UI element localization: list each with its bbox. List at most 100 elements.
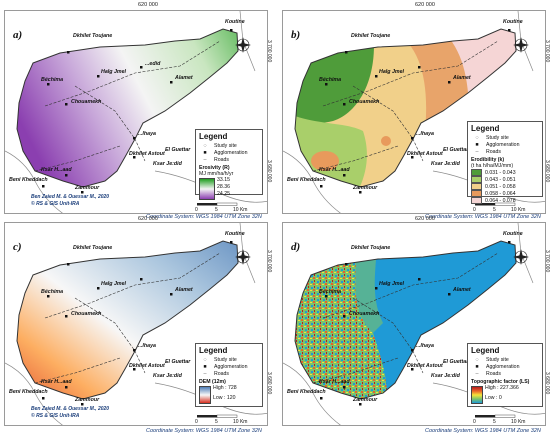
place-beni: Beni Kheddach xyxy=(9,177,48,183)
place-hdada: Ksar H...aad xyxy=(41,167,72,173)
scale-b-10: 10 Km xyxy=(511,207,526,213)
study-site-icon: ◌ xyxy=(475,356,479,363)
place-chouamekh-d: Chouamekh xyxy=(349,311,380,317)
place-amamet-c: Alamet xyxy=(175,287,193,293)
legend-c-title: Legend xyxy=(199,346,228,355)
place-zammour-c: Zammour xyxy=(75,397,100,403)
legend-a-v2: 28.36 xyxy=(217,184,230,190)
place-hdada-b: Ksar H...aad xyxy=(319,167,350,173)
scale-bar-c xyxy=(197,414,238,418)
place-zammour: Zammour xyxy=(75,185,100,191)
easting-label-a: 620 000 xyxy=(138,2,158,8)
legend-d-var-title: Topographic factor (LS) xyxy=(471,379,530,385)
place-beni-c: Beni Kheddach xyxy=(9,389,48,395)
scale-bar-a xyxy=(197,202,238,206)
legend-d-roads-label: Roads xyxy=(486,370,501,377)
place-guettar-c: El Guettar xyxy=(165,359,191,365)
panel-a-label: a) xyxy=(13,29,23,41)
map-panel-c: c) Koutine Dkhilet Toujane Halg Jmel Béc… xyxy=(4,222,268,426)
scale-c-5: 5 xyxy=(215,419,218,425)
swatch-3 xyxy=(471,183,482,190)
place-ksarjedid-c: Ksar Je:did xyxy=(153,373,182,379)
legend-b-class-2-label: 0.043 - 0.051 xyxy=(485,176,516,183)
place-dkhilet-b: Dkhilet Toujane xyxy=(351,33,391,39)
scale-b-0: 0 xyxy=(473,207,476,213)
road-icon: ┄ xyxy=(203,156,207,163)
legend-b-roads: ┄ Roads xyxy=(471,148,539,155)
legend-b-agglo: ■ Agglomeration xyxy=(471,141,539,148)
place-chouamekh-b: Chouamekh xyxy=(349,99,380,105)
place-halg-c: Halg Jmel xyxy=(101,281,127,287)
scale-c-10: 10 Km xyxy=(233,419,248,425)
scale-d-5: 5 xyxy=(493,419,496,425)
legend-b-var-unit: (t ha h/ha/MJ/mm) xyxy=(471,163,514,169)
place-bechima-b: Béchima xyxy=(319,77,342,83)
place-amamet-b: Alamet xyxy=(453,75,471,81)
legend-a-v3: 24.25 xyxy=(217,191,230,197)
road-icon: ┄ xyxy=(203,370,207,377)
place-beni-b: Beni Kheddach xyxy=(287,177,326,183)
ls-ramp xyxy=(471,386,483,404)
credit-c-line2: © RS & GIS Unit-IRA xyxy=(31,412,80,419)
legend-b-class-1: 0.031 - 0.043 xyxy=(471,169,539,176)
legend-c-study: ◌ Study site xyxy=(199,356,259,363)
place-zammour-d: Zammour xyxy=(353,397,378,403)
legend-a-var-unit: MJ mm/ha/h/yr xyxy=(199,171,234,177)
coordinate-system-d: Coordinate System: WGS 1984 UTM Zone 32N xyxy=(425,428,541,434)
dem-ramp xyxy=(199,386,211,404)
place-astout-b: Dkhilet Astout xyxy=(407,151,443,157)
legend-d-roads: ┄ Roads xyxy=(471,370,539,377)
north-arrow-c xyxy=(235,249,251,265)
scale-bar-d xyxy=(475,414,516,418)
legend-a-study-label: Study site xyxy=(214,142,237,149)
legend-d-low: Low : 0 xyxy=(485,395,502,401)
swatch-5 xyxy=(471,197,482,204)
coordinate-system-c: Coordinate System: WGS 1984 UTM Zone 32N xyxy=(146,428,262,434)
map-panel-d: d) Koutine Dkhilet Toujane Halg Jmel Béc… xyxy=(282,222,546,426)
scale-bar-b xyxy=(475,202,516,206)
legend-c-high: High : 728 xyxy=(213,385,237,391)
credit-a-line2: © RS & GIS Unit-IRA xyxy=(31,200,80,207)
map-panel-a: a) Koutine Dkhilet Toujane Halg Jmel Béc… xyxy=(4,10,268,214)
easting-label-d: 620 000 xyxy=(415,216,435,222)
place-dkhilet-d: Dkhilet Toujane xyxy=(351,245,391,251)
legend-a-var-title: Erosivity (R) xyxy=(199,165,230,171)
place-koutine: Koutine xyxy=(225,19,245,25)
scale-d-10: 10 Km xyxy=(511,419,526,425)
legend-b-agglo-label: Agglomeration xyxy=(486,141,520,148)
north-arrow-d xyxy=(513,249,529,265)
scale-d-0: 0 xyxy=(473,419,476,425)
place-guettar-b: El Guettar xyxy=(443,147,469,153)
place-bechima-c: Béchima xyxy=(41,289,64,295)
scale-b-5: 5 xyxy=(493,207,496,213)
legend-a-agglo: ■ Agglomeration xyxy=(199,149,259,156)
legend-b-title: Legend xyxy=(471,124,500,133)
place-eddeghira-d: ...lhaya xyxy=(416,343,434,349)
legend-b-class-4: 0.058 - 0.064 xyxy=(471,190,539,197)
legend-b-class-5: 0.064 - 0.078 xyxy=(471,197,539,204)
north-arrow-b xyxy=(513,37,529,53)
agglomeration-icon: ■ xyxy=(203,363,207,370)
legend-a-agglo-label: Agglomeration xyxy=(214,149,248,156)
place-amamet: Alamet xyxy=(175,75,193,81)
credit-a-line1: Ben Zaied M. & Ouessar M., 2020 xyxy=(31,194,110,200)
place-eddeghira-c: ...lhaya xyxy=(138,343,156,349)
legend-c-agglo: ■ Agglomeration xyxy=(199,363,259,370)
legend-b: Legend ◌ Study site ■ Agglomeration ┄ Roads… xyxy=(467,121,543,204)
place-guettar: El Guettar xyxy=(165,147,191,153)
legend-b-roads-label: Roads xyxy=(486,148,501,155)
legend-a-v1: 33.15 xyxy=(217,177,230,183)
place-hdada-d: Ksar H...aad xyxy=(319,379,350,385)
legend-b-study-label: Study site xyxy=(486,134,509,141)
swatch-1 xyxy=(471,169,482,176)
agglomeration-icon: ■ xyxy=(203,149,207,156)
place-guettar-d: El Guettar xyxy=(443,359,469,365)
place-dkhilet-c: Dkhilet Toujane xyxy=(73,245,113,251)
place-eddeghira: ...lhaya xyxy=(138,131,156,137)
easting-label-b: 620 000 xyxy=(415,2,435,8)
legend-b-class-2: 0.043 - 0.051 xyxy=(471,176,539,183)
coordinate-system-a: Coordinate System: WGS 1984 UTM Zone 32N xyxy=(146,214,262,220)
panel-c-label: c) xyxy=(13,241,22,253)
place-koutine-d: Koutine xyxy=(503,231,523,237)
legend-c-low: Low : 120 xyxy=(213,395,236,401)
